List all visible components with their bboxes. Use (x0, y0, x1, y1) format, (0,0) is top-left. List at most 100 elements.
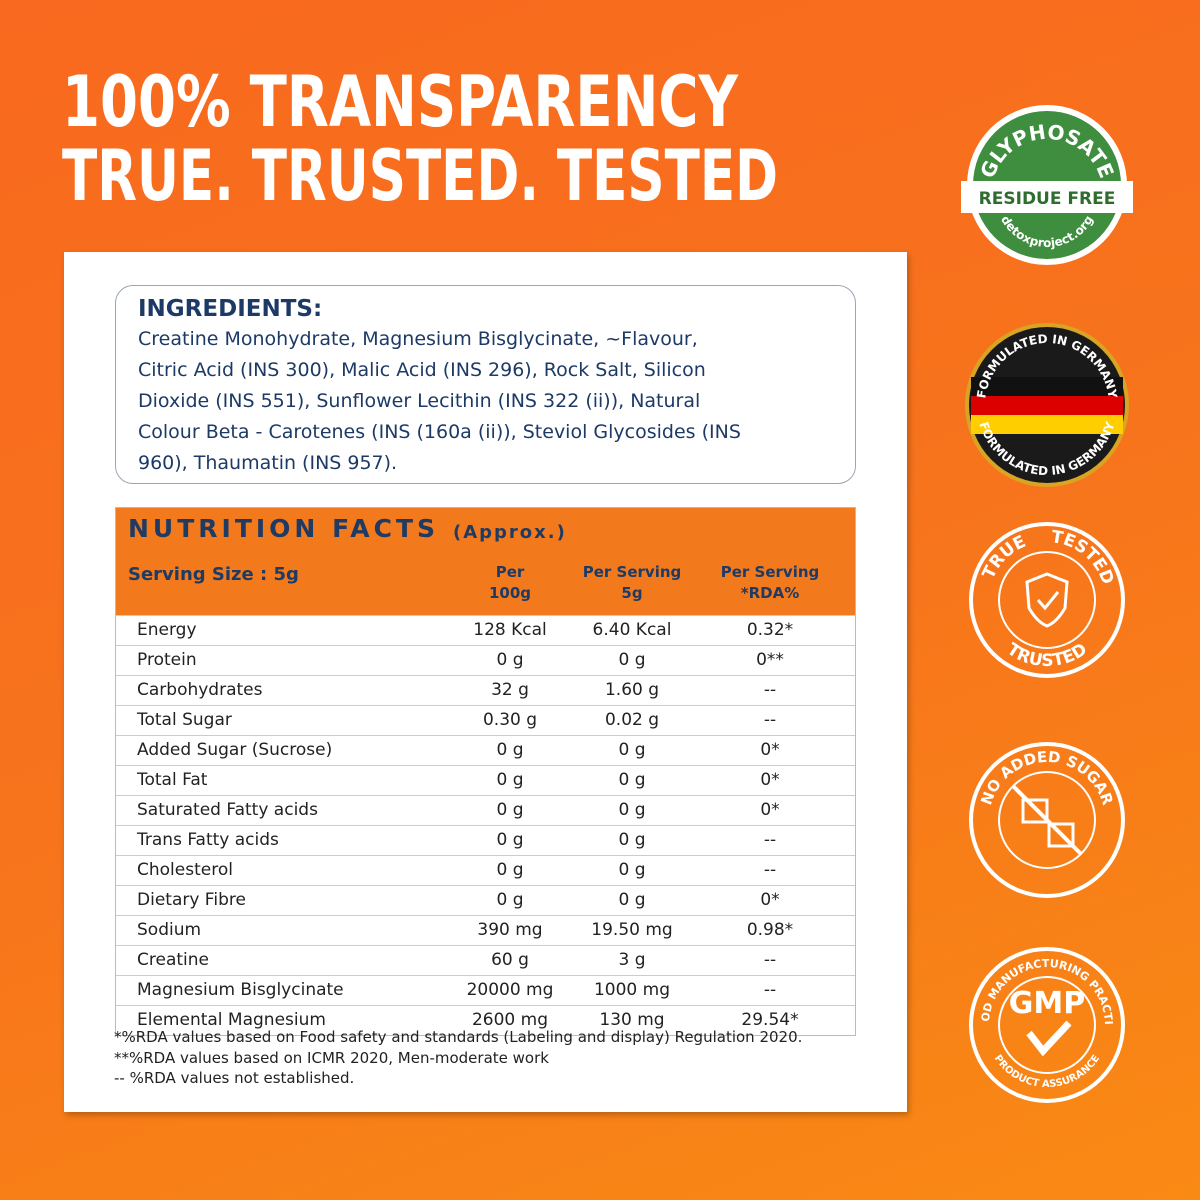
row-value: -- (763, 680, 777, 700)
ingredients-line: 960), Thaumatin (INS 957). (138, 452, 398, 474)
row-value: 0 g (496, 770, 524, 790)
row-label: Energy (137, 620, 197, 640)
row-value: 0 g (618, 650, 646, 670)
row-value: 0.30 g (482, 710, 538, 730)
row-value: 390 mg (477, 920, 543, 940)
nutrition-table: NUTRITION FACTS (Approx.) Serving Size : 5… (115, 507, 856, 1036)
table-row: Elemental Magnesium 2600 mg 130 mg 29.54* (116, 1005, 855, 1035)
cube-icon (1047, 822, 1075, 848)
row-value: 0 g (618, 800, 646, 820)
footnote: *%RDA values based on Food safety and st… (114, 1028, 803, 1046)
row-label: Creatine (137, 950, 209, 970)
row-value: 0 g (496, 860, 524, 880)
badge (969, 947, 1125, 1103)
flag (971, 396, 1123, 415)
row-label: Saturated Fatty acids (137, 800, 318, 820)
headline: 100% TRANSPARENCY TRUE. TRUSTED. TESTED (62, 61, 778, 217)
row-value: 0* (760, 890, 780, 910)
no-icon (1011, 784, 1083, 856)
badge-text: RESIDUE FREE (979, 189, 1116, 209)
row-value: 0.32* (746, 620, 794, 640)
column-header: Per Serving (720, 563, 820, 581)
row-value: 32 g (491, 680, 529, 700)
row-value: 1000 mg (593, 980, 671, 1000)
badge (998, 771, 1096, 869)
column-header: 5g (621, 584, 643, 602)
row-label: Protein (137, 650, 197, 670)
table-row: Creatine 60 g 3 g -- (116, 945, 855, 975)
row-value: 0.02 g (604, 710, 660, 730)
column-header: *RDA% (740, 584, 800, 602)
table-row: Carbohydrates 32 g 1.60 g -- (116, 675, 855, 705)
check-icon (1036, 591, 1060, 611)
flag (971, 415, 1123, 434)
row-value: 3 g (618, 950, 646, 970)
row-label: Dietary Fibre (137, 890, 246, 910)
row-value: 0.98* (746, 920, 794, 940)
table-row: Saturated Fatty acids 0 g 0 g 0* (116, 795, 855, 825)
table-row: Added Sugar (Sucrose) 0 g 0 g 0* (116, 735, 855, 765)
cube-icon (1021, 798, 1049, 824)
ingredients-line: Creatine Monohydrate, Magnesium Bisglyci… (138, 328, 698, 350)
arc-guide (985, 1025, 1109, 1087)
row-value: 19.50 mg (591, 920, 673, 940)
row-value: 29.54* (741, 1010, 799, 1030)
footnote: -- %RDA values not established. (114, 1069, 355, 1087)
badge-text: TRUSTED (1003, 639, 1091, 671)
table-row: Energy 128 Kcal 6.40 Kcal 0.32* (116, 615, 855, 645)
table-subtitle: (Approx.) (453, 522, 567, 543)
row-label: Carbohydrates (137, 680, 263, 700)
badge-text: TRUSTED (1003, 639, 1091, 671)
headline-line: 100% TRANSPARENCY (62, 61, 739, 143)
row-value: 0 g (496, 740, 524, 760)
column-header: Per Serving (582, 563, 682, 581)
row-value: 0 g (618, 740, 646, 760)
row-label: Added Sugar (Sucrose) (137, 740, 333, 760)
row-value: 0 g (496, 800, 524, 820)
badge-text: PRODUCT ASSURANCE (992, 1053, 1102, 1090)
row-value: 128 Kcal (473, 620, 547, 640)
row-value: 130 mg (599, 1010, 665, 1030)
row-value: 0 g (618, 860, 646, 880)
row-value: 0 g (618, 830, 646, 850)
table-row: Dietary Fibre 0 g 0 g 0* (116, 885, 855, 915)
row-value: -- (763, 950, 777, 970)
ingredients-line: Citric Acid (INS 300), Malic Acid (INS 2… (138, 359, 706, 381)
row-value: 0** (756, 650, 784, 670)
table-row: Trans Fatty acids 0 g 0 g -- (116, 825, 855, 855)
row-value: 0 g (496, 650, 524, 670)
row-value: 0 g (496, 830, 524, 850)
row-label: Cholesterol (137, 860, 233, 880)
footnote: **%RDA values based on ICMR 2020, Men-mo… (114, 1048, 549, 1067)
column-header: 100g (488, 584, 532, 602)
column-header: Per (495, 563, 525, 581)
table-header: NUTRITION FACTS (Approx.) Serving Size : 5… (116, 508, 855, 615)
row-label: Magnesium Bisglycinate (137, 980, 344, 1000)
ingredients-title: INGREDIENTS: (138, 296, 323, 322)
row-value: -- (763, 980, 777, 1000)
row-value: 2600 mg (471, 1010, 549, 1030)
badge (969, 522, 1125, 678)
row-value: 0* (760, 770, 780, 790)
ingredients-line: Colour Beta - Carotenes (INS (160a (ii))… (138, 421, 741, 443)
table-row: Protein 0 g 0 g 0** (116, 645, 855, 675)
row-value: 20000 mg (466, 980, 554, 1000)
badge (998, 976, 1096, 1074)
row-value: -- (763, 830, 777, 850)
row-value: 0* (760, 740, 780, 760)
footnotes: *%RDA values based on Food safety and st… (114, 1027, 802, 1089)
row-label: Sodium (137, 920, 202, 940)
row-value: -- (763, 860, 777, 880)
row-value: 1.60 g (604, 680, 660, 700)
flag (971, 377, 1123, 396)
row-value: 6.40 Kcal (592, 620, 672, 640)
headline-line: TRUE. TRUSTED. TESTED (62, 135, 778, 217)
table-row: Sodium 390 mg 19.50 mg 0.98* (116, 915, 855, 945)
card: INGREDIENTS: Creatine Monohydrate, Magnes… (64, 252, 907, 1112)
column-header: Serving Size : 5g (128, 564, 299, 585)
badge-text: PRODUCT ASSURANCE (992, 1053, 1102, 1090)
row-value: 0 g (496, 890, 524, 910)
table-row: Magnesium Bisglycinate 20000 mg 1000 mg -- (116, 975, 855, 1005)
